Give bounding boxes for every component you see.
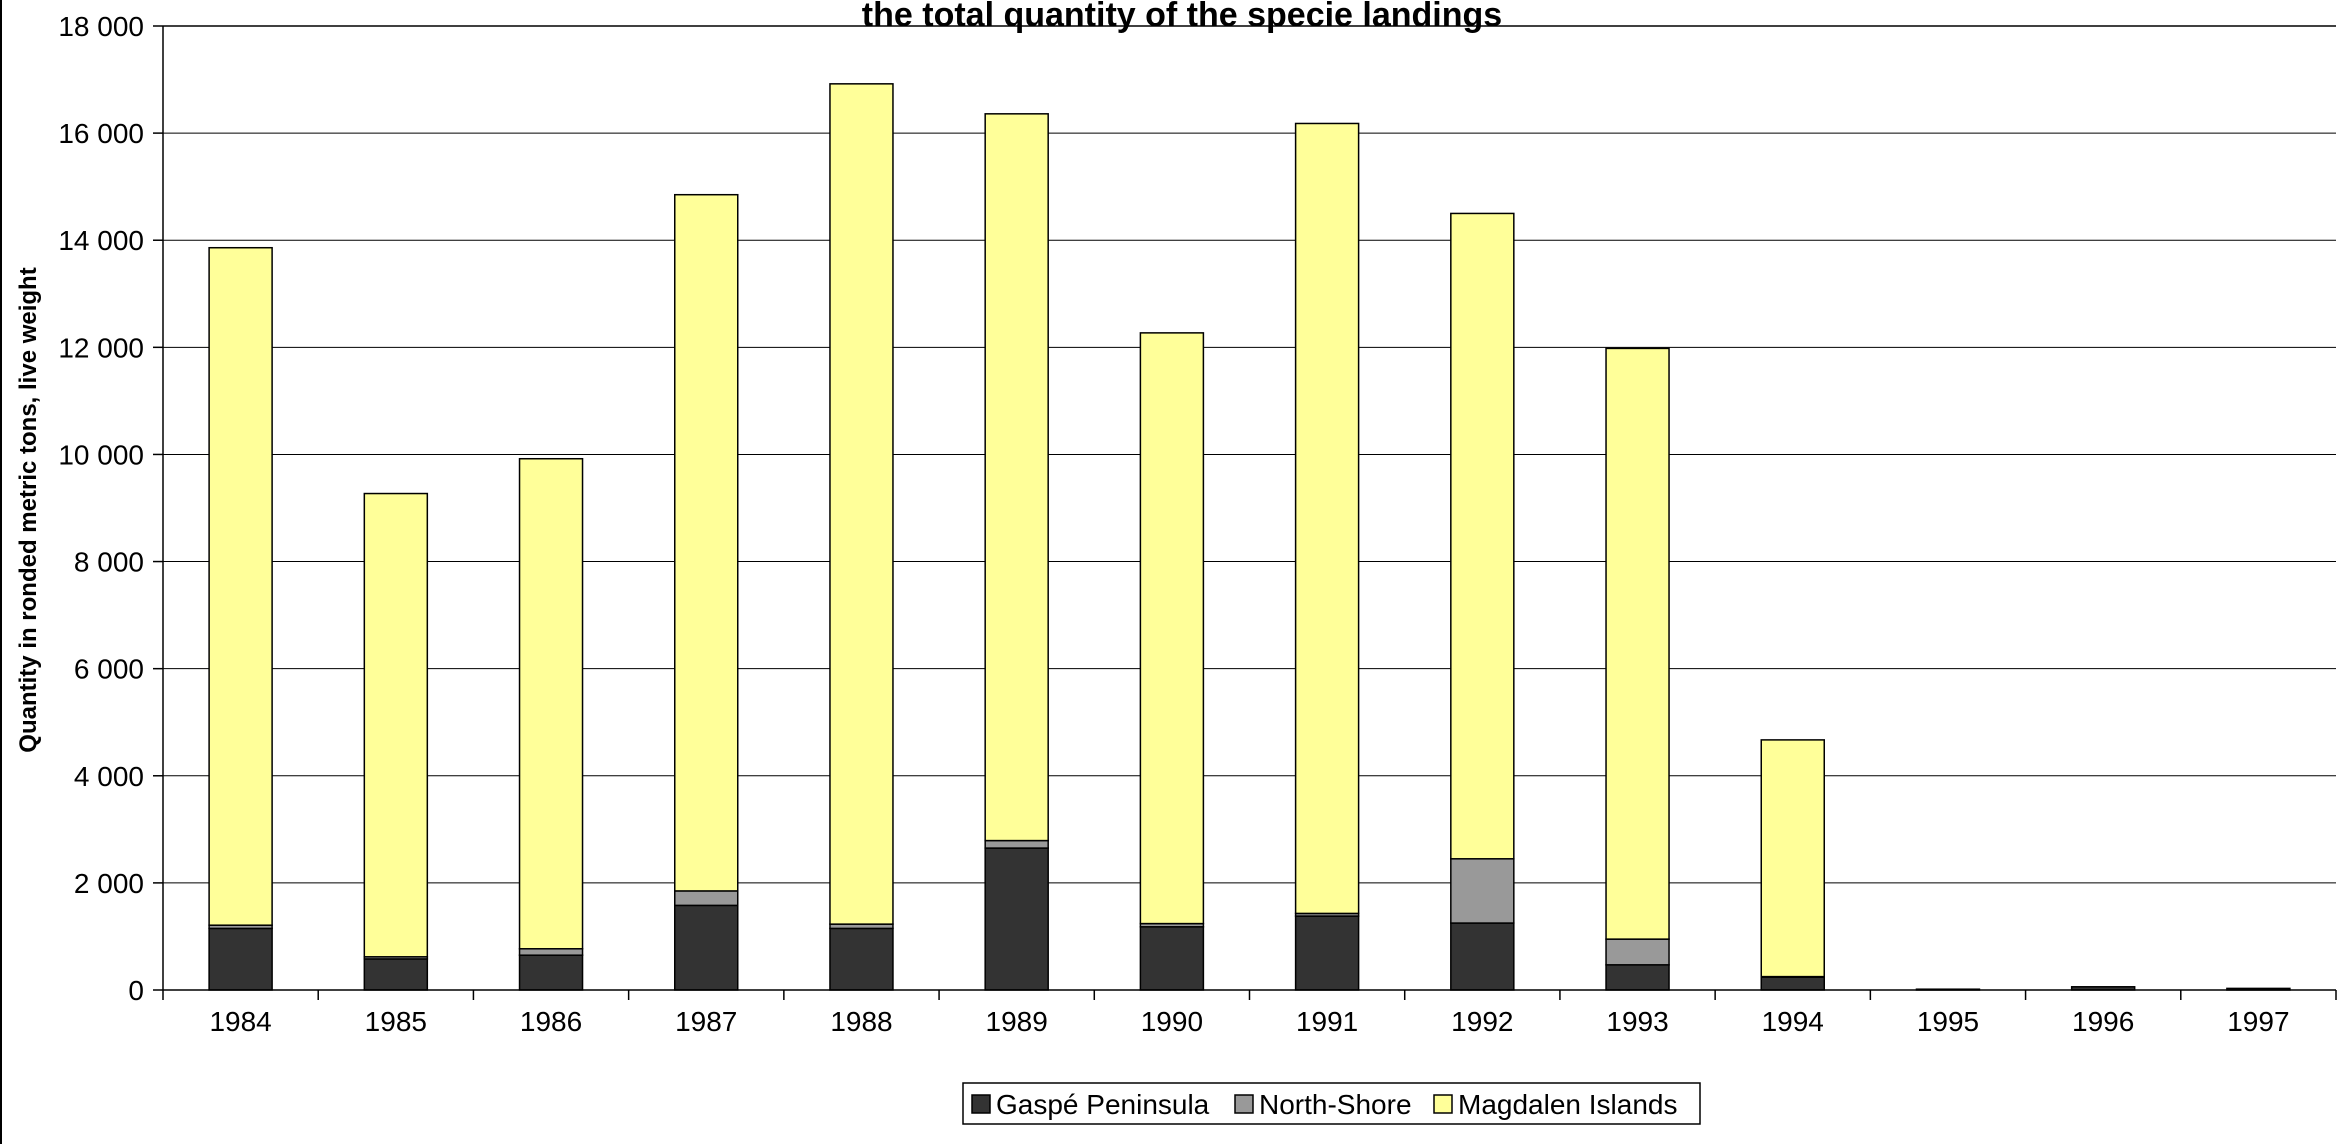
bar-segment-gaspe-peninsula	[208, 927, 273, 991]
bar-segment-north-shore	[984, 839, 1049, 849]
bar-segment-gaspe-peninsula	[1294, 915, 1360, 991]
legend-label: Gaspé Peninsula	[996, 1089, 1210, 1120]
legend-box	[962, 1082, 1701, 1125]
y-tick-label: 4 000	[74, 761, 144, 792]
bar-segment-gaspe-peninsula	[363, 958, 429, 991]
x-tick-label: 1992	[1451, 1006, 1513, 1037]
chart-title: the total quantity of the specie landing…	[862, 0, 1502, 34]
x-tick-label: 1989	[986, 1006, 1048, 1037]
y-tick-label: 0	[128, 975, 144, 1006]
x-tick-label: 1993	[1606, 1006, 1668, 1037]
bar-segment-north-shore	[1605, 938, 1670, 966]
bar-segment-gaspe-peninsula	[1605, 964, 1670, 991]
x-tick-label: 1995	[1917, 1006, 1979, 1037]
y-tick-label: 10 000	[58, 439, 144, 470]
bar-segment-gaspe-peninsula	[829, 927, 894, 991]
bar-segment-gaspe-peninsula	[984, 847, 1049, 991]
bar-segment-north-shore	[1450, 858, 1515, 924]
legend-label: North-Shore	[1259, 1089, 1412, 1120]
x-tick-label: 1988	[830, 1006, 892, 1037]
x-tick-label: 1997	[2227, 1006, 2289, 1037]
bar-segment-magdalen-islands	[208, 246, 273, 926]
bar-segment-magdalen-islands	[1760, 739, 1825, 978]
bar-segment-magdalen-islands	[1605, 347, 1670, 940]
axes: 0 2 000 4 000 6 000 8 000 10 000 12 000 14 000 1…	[58, 11, 2337, 1037]
bar-segment-magdalen-islands	[1294, 122, 1360, 915]
legend-swatch	[1433, 1094, 1453, 1114]
bar-segment-gaspe-peninsula	[1760, 976, 1825, 991]
x-tick-label: 1986	[520, 1006, 582, 1037]
bar-segment-gaspe-peninsula	[674, 904, 739, 991]
bar-segment-gaspe-peninsula	[1450, 922, 1515, 991]
x-tick-label: 1987	[675, 1006, 737, 1037]
y-tick-label: 14 000	[58, 225, 144, 256]
bar-segment-north-shore	[674, 890, 739, 907]
bar-segment-magdalen-islands	[984, 113, 1049, 842]
y-tick-label: 6 000	[74, 654, 144, 685]
legend: Gaspé Peninsula North-Shore Magdalen Islan…	[962, 1082, 1701, 1125]
bar-segment-magdalen-islands	[829, 83, 894, 925]
bars	[208, 83, 2291, 991]
legend-swatch	[971, 1094, 991, 1114]
x-tick-label: 1985	[365, 1006, 427, 1037]
bar-segment-magdalen-islands	[1450, 212, 1515, 860]
legend-label: Magdalen Islands	[1458, 1089, 1677, 1120]
x-tick-label: 1990	[1141, 1006, 1203, 1037]
y-tick-label: 16 000	[58, 118, 144, 149]
y-tick-label: 2 000	[74, 868, 144, 899]
x-tick-label: 1994	[1762, 1006, 1824, 1037]
y-tick-label: 8 000	[74, 547, 144, 578]
x-tick-label: 1984	[209, 1006, 271, 1037]
y-axis-label: Quantity in ronded metric tons, live wei…	[15, 267, 42, 752]
legend-swatch	[1234, 1094, 1254, 1114]
x-tick-label: 1991	[1296, 1006, 1358, 1037]
y-tick-label: 12 000	[58, 332, 144, 363]
bar-segment-gaspe-peninsula	[518, 954, 584, 991]
bar-segment-magdalen-islands	[1139, 332, 1205, 925]
bar-segment-magdalen-islands	[363, 492, 429, 958]
x-tick-label: 1996	[2072, 1006, 2134, 1037]
bar-segment-gaspe-peninsula	[1139, 926, 1205, 991]
bar-segment-magdalen-islands	[674, 193, 739, 892]
y-tick-label: 18 000	[58, 11, 144, 42]
bar-segment-magdalen-islands	[518, 457, 584, 950]
bar-segment-north-shore	[518, 948, 584, 956]
